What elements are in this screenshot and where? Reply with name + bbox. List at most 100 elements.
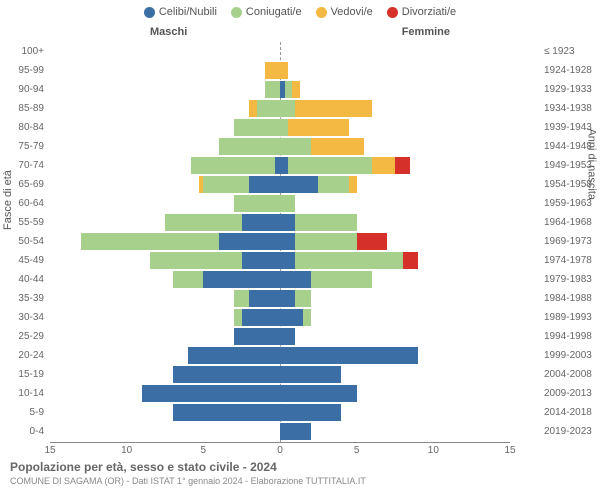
- age-label: 55-59: [0, 213, 44, 232]
- legend-dot: [231, 7, 242, 18]
- bar-segment: [280, 347, 418, 364]
- bar-segment: [280, 271, 311, 288]
- bar-segment: [280, 119, 288, 136]
- bar-segment: [242, 252, 280, 269]
- pyramid-row: [50, 365, 510, 384]
- male-bar: [81, 233, 280, 250]
- pyramid-row: [50, 80, 510, 99]
- bar-segment: [203, 271, 280, 288]
- bar-segment: [280, 138, 311, 155]
- legend-label: Celibi/Nubili: [159, 6, 217, 18]
- male-bar: [173, 404, 280, 421]
- birth-year-label: 2019-2023: [544, 422, 600, 441]
- male-bar: [219, 138, 280, 155]
- bar-segment: [295, 252, 402, 269]
- x-tick: 5: [201, 445, 207, 456]
- age-label: 10-14: [0, 384, 44, 403]
- birth-year-label: 1949-1953: [544, 156, 600, 175]
- bar-segment: [188, 347, 280, 364]
- birth-year-label: ≤ 1923: [544, 42, 600, 61]
- bar-segment: [295, 290, 310, 307]
- pyramid-row: [50, 270, 510, 289]
- age-label: 50-54: [0, 232, 44, 251]
- bar-segment: [372, 157, 395, 174]
- male-bar: [142, 385, 280, 402]
- age-label: 75-79: [0, 137, 44, 156]
- legend: Celibi/NubiliConiugati/eVedovi/eDivorzia…: [0, 6, 600, 18]
- footer-sub: COMUNE DI SAGAMA (OR) - Dati ISTAT 1° ge…: [10, 476, 590, 486]
- bar-segment: [395, 157, 410, 174]
- pyramid-row: [50, 308, 510, 327]
- age-label: 60-64: [0, 194, 44, 213]
- bar-segment: [280, 157, 288, 174]
- bar-segment: [257, 100, 280, 117]
- bar-segment: [191, 157, 275, 174]
- bar-segment: [234, 119, 280, 136]
- bar-segment: [280, 290, 295, 307]
- male-bar: [249, 100, 280, 117]
- female-bar: [280, 138, 364, 155]
- male-bar: [191, 157, 280, 174]
- bar-segment: [165, 214, 242, 231]
- bar-segment: [265, 62, 280, 79]
- birth-year-label: 1989-1993: [544, 308, 600, 327]
- age-label: 85-89: [0, 99, 44, 118]
- age-label: 20-24: [0, 346, 44, 365]
- pyramid-row: [50, 384, 510, 403]
- bar-segment: [280, 195, 295, 212]
- female-bar: [280, 119, 349, 136]
- male-bar: [265, 81, 280, 98]
- pyramid-row: [50, 403, 510, 422]
- age-label: 100+: [0, 42, 44, 61]
- bar-segment: [280, 100, 295, 117]
- age-label: 95-99: [0, 61, 44, 80]
- female-bar: [280, 290, 311, 307]
- male-bar: [234, 309, 280, 326]
- bar-segment: [173, 366, 280, 383]
- male-bar: [265, 62, 280, 79]
- bar-segment: [249, 290, 280, 307]
- female-bar: [280, 385, 357, 402]
- bar-segment: [288, 157, 372, 174]
- bar-segment: [280, 404, 341, 421]
- bar-segment: [249, 100, 257, 117]
- bar-segment: [280, 233, 295, 250]
- age-label: 70-74: [0, 156, 44, 175]
- birth-year-label: 2014-2018: [544, 403, 600, 422]
- male-bar: [234, 328, 280, 345]
- header-male: Maschi: [150, 26, 187, 38]
- bar-segment: [403, 252, 418, 269]
- legend-label: Vedovi/e: [331, 6, 373, 18]
- legend-label: Divorziati/e: [402, 6, 456, 18]
- birth-year-label: 2004-2008: [544, 365, 600, 384]
- male-bar: [165, 214, 280, 231]
- age-label: 45-49: [0, 251, 44, 270]
- female-bar: [280, 214, 357, 231]
- pyramid-row: [50, 42, 510, 61]
- female-bar: [280, 176, 357, 193]
- birth-year-label: 1984-1988: [544, 289, 600, 308]
- legend-dot: [387, 7, 398, 18]
- female-bar: [280, 157, 410, 174]
- male-bar: [234, 195, 280, 212]
- pyramid-row: [50, 61, 510, 80]
- bar-segment: [234, 195, 280, 212]
- birth-year-label: 1934-1938: [544, 99, 600, 118]
- bar-segment: [219, 138, 280, 155]
- bar-segment: [285, 81, 293, 98]
- age-label: 90-94: [0, 80, 44, 99]
- female-bar: [280, 271, 372, 288]
- age-label: 15-19: [0, 365, 44, 384]
- female-bar: [280, 252, 418, 269]
- bar-segment: [203, 176, 249, 193]
- age-label: 5-9: [0, 403, 44, 422]
- footer-title: Popolazione per età, sesso e stato civil…: [10, 460, 590, 474]
- birth-year-label: 1924-1928: [544, 61, 600, 80]
- bar-segment: [150, 252, 242, 269]
- bar-segment: [357, 233, 388, 250]
- female-bar: [280, 423, 311, 440]
- female-bar: [280, 100, 372, 117]
- bar-segment: [242, 214, 280, 231]
- male-bar: [234, 290, 280, 307]
- x-tick: 10: [428, 445, 439, 456]
